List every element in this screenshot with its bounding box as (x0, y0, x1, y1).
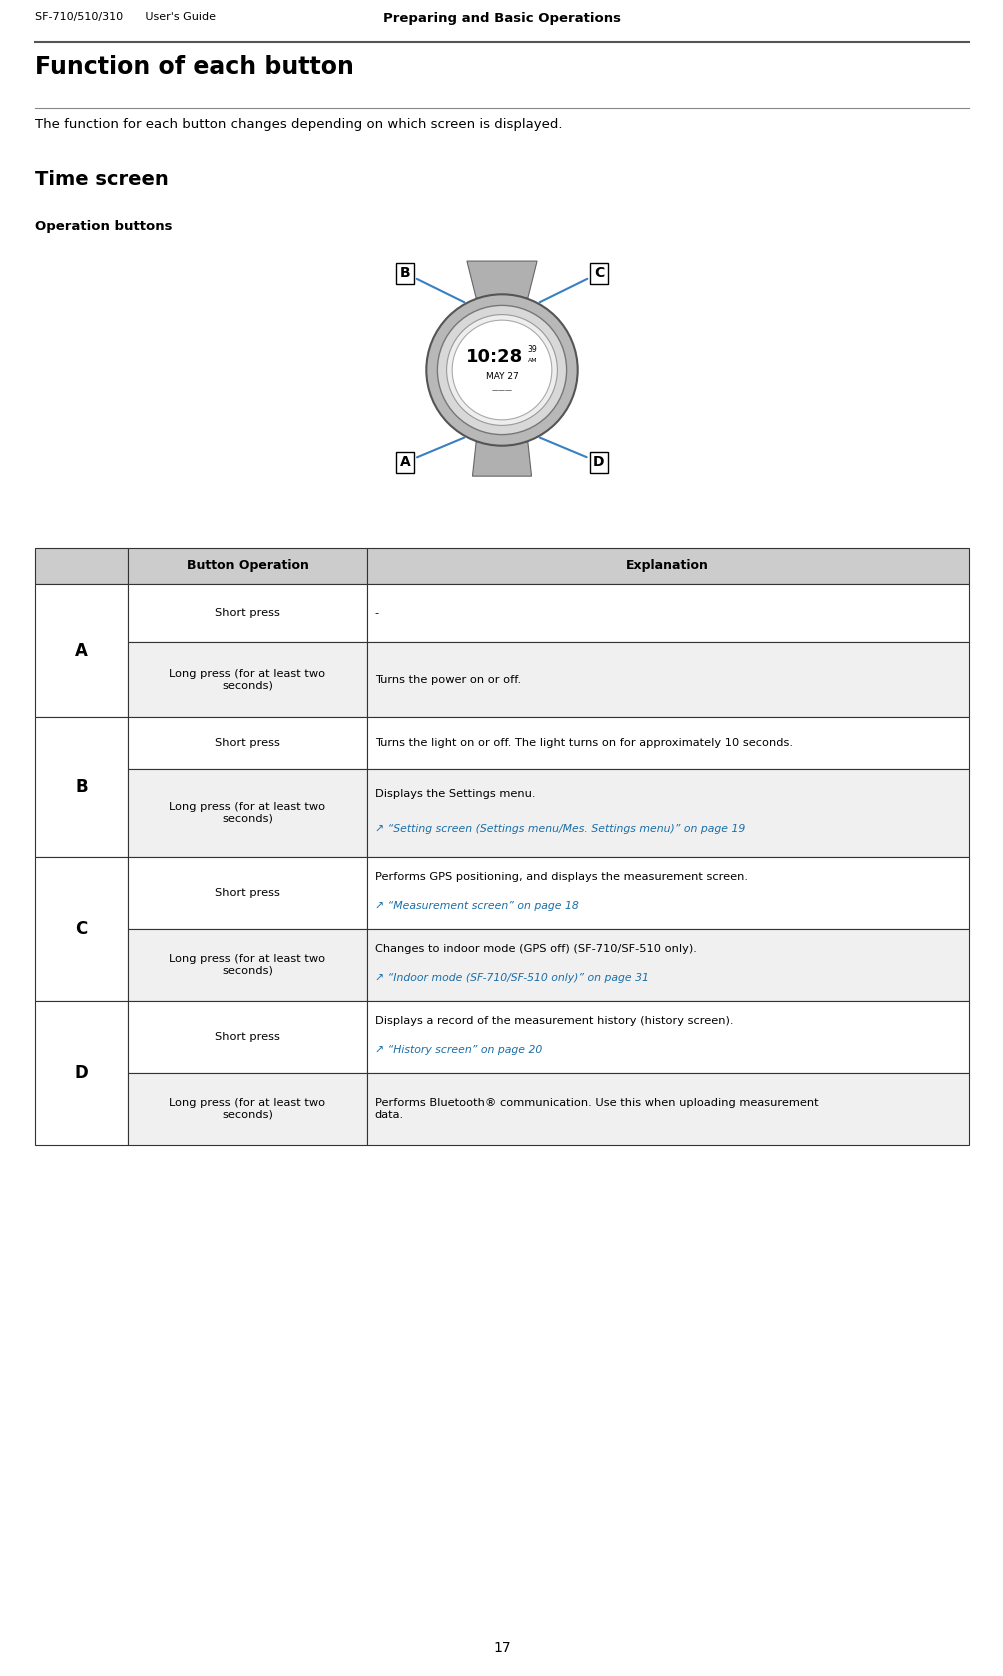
Text: ↗ “Indoor mode (SF-710/SF-510 only)” on page 31: ↗ “Indoor mode (SF-710/SF-510 only)” on … (374, 974, 648, 982)
Text: MAY 27: MAY 27 (485, 372, 518, 380)
FancyBboxPatch shape (366, 583, 968, 642)
Text: -: - (374, 608, 378, 618)
Text: B: B (75, 778, 88, 796)
Circle shape (437, 305, 566, 434)
Text: ↗ “History screen” on page 20: ↗ “History screen” on page 20 (374, 1044, 542, 1054)
FancyBboxPatch shape (366, 548, 968, 583)
Text: C: C (539, 266, 604, 302)
Text: Short press: Short press (215, 888, 280, 898)
Text: A: A (399, 437, 464, 469)
FancyBboxPatch shape (128, 548, 366, 583)
FancyBboxPatch shape (366, 769, 968, 856)
Text: The function for each button changes depending on which screen is displayed.: The function for each button changes dep… (35, 117, 562, 131)
FancyBboxPatch shape (128, 929, 366, 1001)
Text: 17: 17 (492, 1641, 511, 1654)
Text: Long press (for at least two
seconds): Long press (for at least two seconds) (170, 803, 325, 825)
FancyBboxPatch shape (35, 548, 128, 583)
FancyBboxPatch shape (128, 856, 366, 929)
Text: Explanation: Explanation (626, 560, 708, 573)
Text: D: D (539, 437, 604, 469)
Text: Turns the power on or off.: Turns the power on or off. (374, 674, 521, 684)
FancyBboxPatch shape (35, 856, 128, 1001)
Text: Time screen: Time screen (35, 169, 169, 189)
Text: ↗ “Measurement screen” on page 18: ↗ “Measurement screen” on page 18 (374, 902, 578, 912)
Text: D: D (75, 1064, 88, 1083)
FancyBboxPatch shape (366, 717, 968, 769)
FancyBboxPatch shape (128, 717, 366, 769)
Text: Short press: Short press (215, 1032, 280, 1042)
Text: Long press (for at least two
seconds): Long press (for at least two seconds) (170, 1098, 325, 1120)
Polygon shape (472, 442, 531, 476)
Text: Performs Bluetooth® communication. Use this when uploading measurement
data.: Performs Bluetooth® communication. Use t… (374, 1098, 817, 1120)
Text: 10:28: 10:28 (465, 349, 523, 365)
FancyBboxPatch shape (366, 1001, 968, 1073)
Text: Button Operation: Button Operation (187, 560, 308, 573)
Text: ———: ——— (491, 387, 512, 394)
Text: ↗ “Setting screen (Settings menu/Mes. Settings menu)” on page 19: ↗ “Setting screen (Settings menu/Mes. Se… (374, 825, 744, 835)
FancyBboxPatch shape (128, 583, 366, 642)
Text: Preparing and Basic Operations: Preparing and Basic Operations (382, 12, 621, 25)
Text: Performs GPS positioning, and displays the measurement screen.: Performs GPS positioning, and displays t… (374, 872, 747, 882)
FancyBboxPatch shape (35, 717, 128, 856)
Text: Changes to indoor mode (GPS off) (SF-710/SF-510 only).: Changes to indoor mode (GPS off) (SF-710… (374, 944, 696, 954)
Text: C: C (75, 920, 87, 939)
FancyBboxPatch shape (128, 1073, 366, 1145)
Polygon shape (466, 261, 537, 298)
FancyBboxPatch shape (35, 1001, 128, 1145)
Text: Short press: Short press (215, 737, 280, 747)
Text: Displays the Settings menu.: Displays the Settings menu. (374, 789, 535, 799)
Text: Function of each button: Function of each button (35, 55, 353, 79)
Text: A: A (75, 642, 88, 659)
FancyBboxPatch shape (366, 929, 968, 1001)
FancyBboxPatch shape (128, 1001, 366, 1073)
Text: Long press (for at least two
seconds): Long press (for at least two seconds) (170, 669, 325, 691)
Text: Long press (for at least two
seconds): Long press (for at least two seconds) (170, 954, 325, 975)
FancyBboxPatch shape (128, 769, 366, 856)
Text: SF-710/510/310  User's Guide: SF-710/510/310 User's Guide (35, 12, 216, 22)
Text: Displays a record of the measurement history (history screen).: Displays a record of the measurement his… (374, 1016, 732, 1026)
Text: Operation buttons: Operation buttons (35, 220, 173, 233)
Circle shape (451, 320, 552, 421)
Text: Turns the light on or off. The light turns on for approximately 10 seconds.: Turns the light on or off. The light tur… (374, 737, 791, 747)
FancyBboxPatch shape (366, 1073, 968, 1145)
FancyBboxPatch shape (366, 642, 968, 717)
Circle shape (426, 295, 577, 446)
Text: 39: 39 (528, 345, 537, 354)
Circle shape (446, 315, 557, 426)
FancyBboxPatch shape (128, 642, 366, 717)
Text: Short press: Short press (215, 608, 280, 618)
FancyBboxPatch shape (35, 583, 128, 717)
Text: AM: AM (528, 359, 537, 364)
FancyBboxPatch shape (366, 856, 968, 929)
Text: B: B (399, 266, 464, 302)
